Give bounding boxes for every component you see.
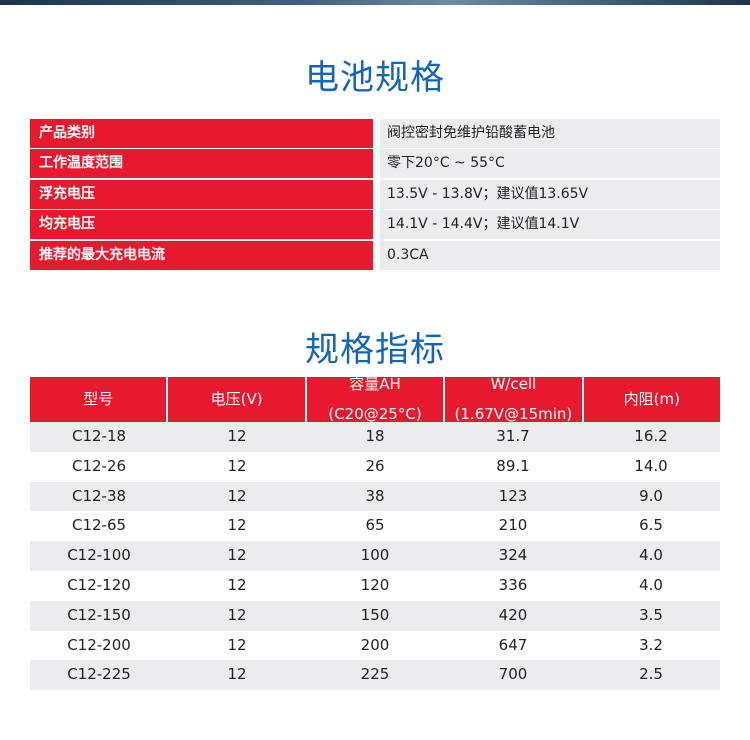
table-cell: 336 (498, 575, 528, 594)
table-cell: 120 (360, 575, 390, 594)
table-cell: 3.2 (639, 635, 663, 654)
table-cell: C12-200 (67, 635, 131, 654)
spec-value: 13.5V - 13.8V；建议值13.65V (380, 179, 720, 209)
table-header: 型号 电压(V) 容量AH (C20@25°C) W/cell (1.67V@15min)… (30, 375, 721, 423)
spec-value: 0.3CA (380, 240, 720, 270)
table-cell: 12 (227, 486, 247, 505)
table-cell: 89.1 (496, 456, 530, 475)
table-cell: 225 (360, 665, 390, 684)
table-row: C12-225 12 225 700 2.5 (30, 660, 720, 691)
table-cell: 420 (498, 605, 528, 624)
table-cell: 12 (227, 575, 247, 594)
table-cell: 38 (365, 486, 385, 505)
spec-row: 均充电压 14.1V - 14.4V；建议值14.1V (30, 210, 720, 241)
column-header: W/cell (1.67V@15min) (445, 375, 582, 423)
table-cell: 9.0 (639, 486, 663, 505)
header-line: 型号 (83, 390, 114, 408)
spec-value: 阀控密封免维护铅酸蓄电池 (380, 119, 720, 148)
table-row: C12-26 12 26 89.1 14.0 (30, 452, 720, 482)
table-cell: 12 (227, 427, 247, 445)
table-cell: 700 (498, 665, 528, 684)
table-row: C12-150 12 150 420 3.5 (30, 600, 720, 631)
table-cell: 12 (227, 635, 247, 654)
spec-row: 推荐的最大充电电流 0.3CA (30, 240, 720, 271)
table-cell: 3.5 (639, 605, 663, 624)
header-subline: (C20@25°C) (328, 405, 422, 423)
table-cell: 14.0 (634, 456, 668, 475)
header-subline: (1.67V@15min) (454, 405, 573, 423)
table-row: C12-38 12 38 123 9.0 (30, 481, 720, 512)
table-row: C12-100 12 100 324 4.0 (30, 541, 720, 571)
table-row: C12-18 12 18 31.7 16.2 (30, 422, 720, 452)
table-cell: C12-65 (71, 516, 127, 535)
table-cell: 647 (498, 635, 528, 654)
spec-index-table: 型号 电压(V) 容量AH (C20@25°C) W/cell (1.67V@15min)… (30, 375, 721, 691)
table-cell: C12-150 (67, 605, 131, 624)
table-cell: 65 (365, 516, 385, 535)
column-header: 型号 (30, 377, 167, 422)
spec-value: 14.1V - 14.4V；建议值14.1V (380, 210, 720, 240)
table-cell: 100 (360, 546, 390, 565)
table-cell: 12 (227, 516, 247, 535)
table-cell: C12-120 (67, 575, 131, 594)
table-cell: 12 (227, 605, 247, 624)
table-cell: C12-225 (67, 665, 131, 684)
table-cell: 18 (365, 427, 385, 445)
table-cell: 4.0 (639, 575, 663, 594)
table-cell: C12-26 (71, 456, 127, 475)
spec-value: 零下20°C ~ 55°C (380, 149, 720, 179)
spec-label: 推荐的最大充电电流 (30, 240, 373, 270)
battery-spec-title: 电池规格 (305, 58, 445, 98)
column-header: 内阻(m) (583, 377, 721, 422)
table-cell: 12 (227, 456, 247, 475)
table-cell: 12 (227, 665, 247, 684)
header-line: 电压(V) (210, 390, 263, 408)
table-cell: 210 (498, 516, 528, 535)
table-cell: 12 (227, 546, 247, 565)
battery-spec-table: 产品类别 阀控密封免维护铅酸蓄电池 工作温度范围 零下20°C ~ 55°C 浮充电压 1… (30, 119, 720, 271)
table-row: C12-65 12 65 210 6.5 (30, 511, 720, 541)
top-banner-edge (0, 0, 750, 5)
column-header: 容量AH (C20@25°C) (306, 375, 444, 423)
spec-label: 工作温度范围 (30, 149, 373, 179)
column-header: 电压(V) (168, 377, 305, 422)
spec-index-title: 规格指标 (305, 330, 445, 370)
table-cell: 2.5 (639, 665, 663, 684)
table-cell: C12-38 (71, 486, 127, 505)
table-cell: 200 (360, 635, 390, 654)
table-cell: 324 (498, 546, 528, 565)
spec-label: 浮充电压 (30, 179, 373, 209)
table-cell: C12-18 (71, 427, 127, 445)
table-cell: C12-100 (67, 546, 131, 565)
header-line: W/cell (490, 375, 537, 393)
table-row: C12-200 12 200 647 3.2 (30, 631, 720, 661)
table-cell: 4.0 (639, 546, 663, 565)
header-line: 内阻(m) (623, 390, 680, 408)
table-cell: 31.7 (496, 427, 530, 445)
table-cell: 16.2 (634, 427, 668, 445)
table-cell: 6.5 (639, 516, 663, 535)
table-row: C12-120 12 120 336 4.0 (30, 571, 720, 601)
spec-row: 产品类别 阀控密封免维护铅酸蓄电池 (30, 119, 720, 149)
spec-label: 均充电压 (30, 210, 373, 240)
header-line: 容量AH (349, 375, 401, 393)
table-cell: 26 (365, 456, 385, 475)
spec-row: 浮充电压 13.5V - 13.8V；建议值13.65V (30, 179, 720, 210)
table-cell: 123 (498, 486, 528, 505)
spec-row: 工作温度范围 零下20°C ~ 55°C (30, 149, 720, 180)
table-cell: 150 (360, 605, 390, 624)
spec-label: 产品类别 (30, 119, 373, 148)
